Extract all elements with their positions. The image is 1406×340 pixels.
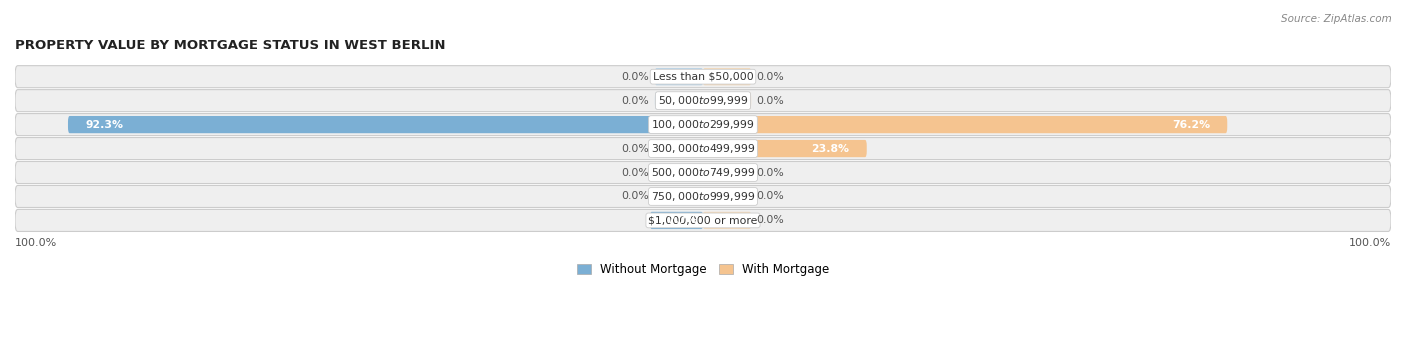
FancyBboxPatch shape <box>650 212 703 229</box>
Text: $750,000 to $999,999: $750,000 to $999,999 <box>651 190 755 203</box>
FancyBboxPatch shape <box>703 212 751 229</box>
FancyBboxPatch shape <box>15 209 1391 232</box>
Text: $500,000 to $749,999: $500,000 to $749,999 <box>651 166 755 179</box>
Text: 0.0%: 0.0% <box>756 72 785 82</box>
FancyBboxPatch shape <box>703 68 751 85</box>
Text: 0.0%: 0.0% <box>621 143 650 154</box>
Text: 23.8%: 23.8% <box>811 143 849 154</box>
FancyBboxPatch shape <box>15 114 1391 136</box>
Text: 0.0%: 0.0% <box>756 191 785 202</box>
FancyBboxPatch shape <box>15 185 1391 207</box>
Text: 0.0%: 0.0% <box>621 191 650 202</box>
Text: 0.0%: 0.0% <box>756 96 785 106</box>
Text: $100,000 to $299,999: $100,000 to $299,999 <box>651 118 755 131</box>
Legend: Without Mortgage, With Mortgage: Without Mortgage, With Mortgage <box>572 258 834 281</box>
Text: 76.2%: 76.2% <box>1173 120 1211 130</box>
Text: 0.0%: 0.0% <box>756 216 785 225</box>
Text: $1,000,000 or more: $1,000,000 or more <box>648 216 758 225</box>
Text: 92.3%: 92.3% <box>86 120 124 130</box>
Text: 7.7%: 7.7% <box>668 216 697 225</box>
Text: Less than $50,000: Less than $50,000 <box>652 72 754 82</box>
FancyBboxPatch shape <box>15 66 1391 88</box>
FancyBboxPatch shape <box>703 188 751 205</box>
Text: 0.0%: 0.0% <box>621 96 650 106</box>
FancyBboxPatch shape <box>655 188 703 205</box>
FancyBboxPatch shape <box>15 90 1391 112</box>
FancyBboxPatch shape <box>703 164 751 181</box>
FancyBboxPatch shape <box>15 162 1391 184</box>
Text: $300,000 to $499,999: $300,000 to $499,999 <box>651 142 755 155</box>
FancyBboxPatch shape <box>15 138 1391 159</box>
FancyBboxPatch shape <box>703 140 866 157</box>
Text: Source: ZipAtlas.com: Source: ZipAtlas.com <box>1281 14 1392 23</box>
FancyBboxPatch shape <box>655 68 703 85</box>
Text: PROPERTY VALUE BY MORTGAGE STATUS IN WEST BERLIN: PROPERTY VALUE BY MORTGAGE STATUS IN WES… <box>15 39 446 52</box>
Text: 100.0%: 100.0% <box>15 238 58 248</box>
FancyBboxPatch shape <box>703 116 1227 133</box>
FancyBboxPatch shape <box>67 116 703 133</box>
Text: $50,000 to $99,999: $50,000 to $99,999 <box>658 94 748 107</box>
Text: 0.0%: 0.0% <box>621 72 650 82</box>
Text: 100.0%: 100.0% <box>1348 238 1391 248</box>
FancyBboxPatch shape <box>655 92 703 109</box>
Text: 0.0%: 0.0% <box>756 168 785 177</box>
FancyBboxPatch shape <box>655 140 703 157</box>
Text: 0.0%: 0.0% <box>621 168 650 177</box>
FancyBboxPatch shape <box>655 164 703 181</box>
FancyBboxPatch shape <box>703 92 751 109</box>
